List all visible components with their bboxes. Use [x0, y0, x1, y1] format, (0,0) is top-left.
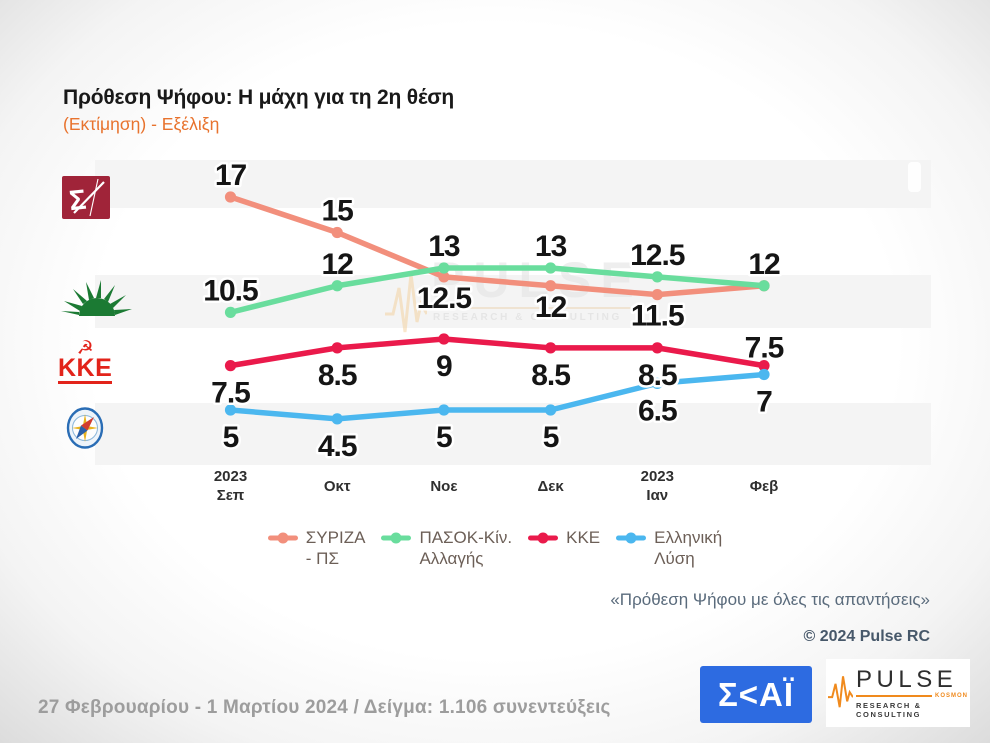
value-label: 8.5: [531, 359, 570, 392]
value-label: 8.5: [318, 359, 357, 392]
skai-logo: Σ<ΑΪ: [700, 666, 812, 723]
data-point: [651, 377, 663, 389]
data-point: [224, 360, 237, 372]
data-point: [331, 226, 343, 239]
x-tick-label: 2023 Ιαν: [640, 468, 674, 504]
legend-item-4: Ελληνική Λύση: [616, 527, 722, 569]
pulse-tagline: RESEARCH & CONSULTING: [856, 700, 922, 719]
legend-label: ΠΑΣΟΚ-Κίν. Αλλαγής: [419, 528, 513, 568]
legend-item-3: ΚΚΕ: [528, 527, 600, 548]
pasok-sun-logo-icon: [57, 272, 139, 323]
pulse-rc-logo: PULSE KOSMON RESEARCH & CONSULTING: [826, 659, 970, 727]
svg-text:Σ: Σ: [68, 184, 88, 217]
skai-logo-text: Σ<ΑΪ: [717, 675, 795, 713]
fieldwork-sample-text: 27 Φεβρουαρίου - 1 Μαρτίου 2024 / Δείγμα…: [38, 697, 611, 718]
pulse-waveform-icon: [828, 676, 854, 708]
syriza-logo-icon: Σ: [62, 176, 110, 224]
elliniki-lysi-compass-logo-icon: [66, 407, 104, 454]
kke-logo: ☭ KKE: [58, 337, 113, 384]
data-point: [758, 368, 770, 381]
legend-marker-icon: [616, 532, 647, 544]
x-tick-label: Νοε: [430, 477, 458, 495]
copyright-text: © 2024 Pulse RC: [803, 628, 930, 645]
stripe-highlight-artifact: [908, 162, 921, 192]
pulse-brand-text: PULSE: [856, 665, 958, 693]
row-stripe-syriza: [95, 160, 931, 208]
data-point: [758, 360, 770, 372]
kke-logo-text: KKE: [58, 354, 113, 384]
pulse-waveform-icon: [385, 273, 427, 333]
pulse-rule: [856, 694, 932, 697]
value-label: 9: [436, 350, 452, 383]
watermark-brand-text: PULSE: [431, 252, 643, 308]
x-tick-label: 2023 Σεπ: [213, 468, 248, 504]
value-label: 7.5: [745, 332, 784, 365]
legend-marker-icon: [267, 532, 298, 544]
legend-label: ΚΚΕ: [566, 528, 601, 547]
hammer-sickle-icon: ☭: [76, 337, 94, 359]
methodology-note: «Πρόθεση Ψήφου με όλες τις απαντήσεις»: [610, 590, 930, 609]
legend-marker-icon: [381, 532, 412, 544]
x-tick-label: Οκτ: [323, 477, 351, 495]
page-title: Πρόθεση Ψήφου: Η μάχη για τη 2η θέση: [63, 86, 455, 109]
x-tick-label: Δεκ: [537, 477, 564, 495]
legend-item-1: ΣΥΡΙΖΑ - ΠΣ: [267, 527, 366, 569]
pulse-watermark: PULSE RESEARCH & CONSULTING: [385, 254, 655, 346]
pulse-small-text: KOSMON: [935, 692, 968, 699]
row-stripe-lysi: [95, 403, 931, 465]
x-tick-label: Φεβ: [749, 477, 779, 495]
watermark-tagline: RESEARCH & CONSULTING: [433, 312, 622, 323]
legend-item-2: ΠΑΣΟΚ-Κίν. Αλλαγής: [381, 527, 512, 569]
legend-marker-icon: [528, 532, 559, 544]
data-point: [331, 342, 343, 354]
page-subtitle: (Εκτίμηση) - Εξέλιξη: [63, 114, 220, 134]
chart-legend: ΣΥΡΙΖΑ - ΠΣ ΠΑΣΟΚ-Κίν. Αλλαγής ΚΚΕ Ελληνική…: [0, 527, 990, 569]
value-label: 8.5: [638, 359, 677, 392]
legend-label: Ελληνική Λύση: [654, 528, 723, 568]
legend-label: ΣΥΡΙΖΑ - ΠΣ: [305, 528, 366, 568]
